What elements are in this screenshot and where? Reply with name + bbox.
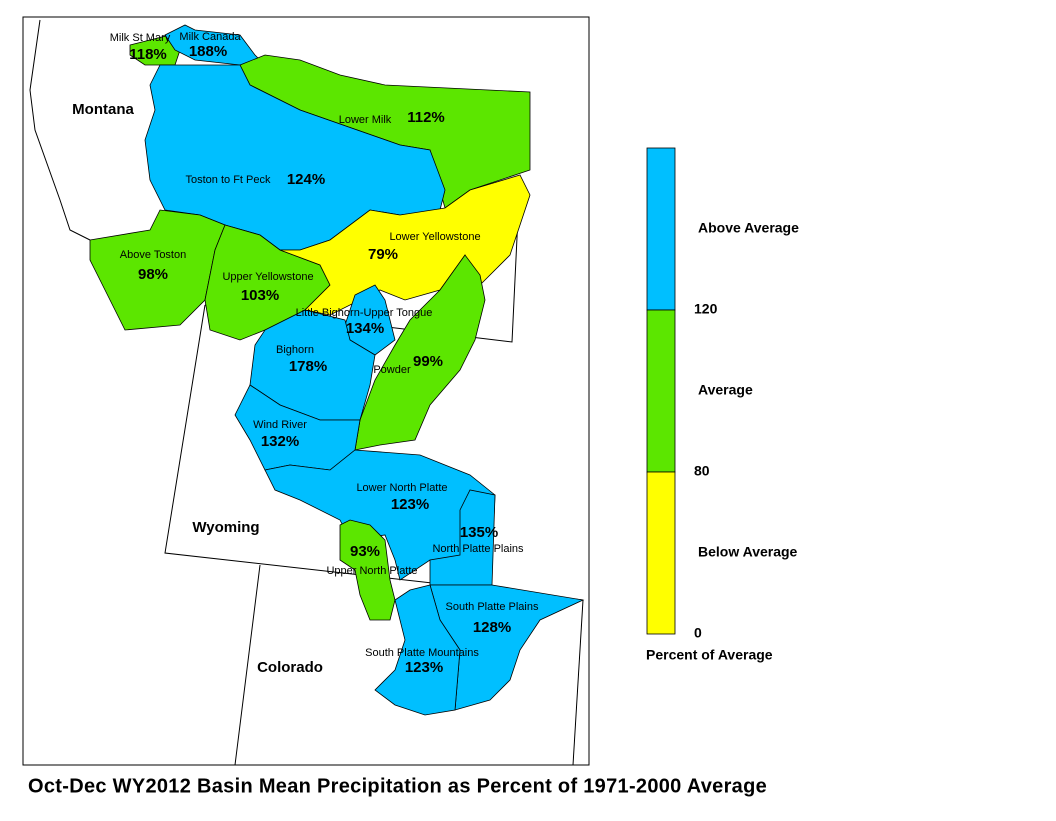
state-label: Wyoming	[192, 519, 259, 536]
basin-percent: 132%	[261, 433, 299, 450]
basin-percent: 99%	[413, 353, 443, 370]
basin-percent: 93%	[350, 543, 380, 560]
basin-percent: 124%	[287, 171, 325, 188]
basin-name: Toston to Ft Peck	[186, 174, 271, 186]
basin-percent: 123%	[391, 496, 429, 513]
basin	[354, 254, 486, 451]
basin-name: Bighorn	[276, 344, 314, 356]
basin-name: Upper Yellowstone	[222, 271, 313, 283]
basins	[89, 24, 585, 716]
colorado-west-boundary	[234, 564, 261, 766]
basin-percent: 103%	[241, 287, 279, 304]
basin-percent: 123%	[405, 659, 443, 676]
legend-swatch	[646, 309, 676, 473]
basin-percent: 79%	[368, 246, 398, 263]
basin-name: South Platte Plains	[446, 601, 539, 613]
basin-percent: 134%	[346, 320, 384, 337]
basin-name: Milk Canada	[179, 31, 241, 43]
basin	[374, 584, 461, 716]
legend-label: Above Average	[698, 220, 799, 236]
basin-name: Above Toston	[120, 249, 186, 261]
basin-name: Little Bighorn-Upper Tongue	[296, 307, 433, 319]
legend-title: Percent of Average	[646, 647, 773, 663]
basin-name: Lower Yellowstone	[389, 231, 480, 243]
colorado-east-boundary	[572, 599, 584, 766]
basin-percent: 188%	[189, 43, 227, 60]
basin-percent: 112%	[407, 109, 445, 126]
basin	[339, 519, 396, 621]
legend-label: Average	[698, 382, 753, 398]
montana-west-boundary	[29, 19, 91, 241]
legend-break: 120	[694, 301, 718, 317]
basin-name: Lower North Platte	[356, 482, 447, 494]
legend-swatch	[646, 471, 676, 635]
legend-swatch	[646, 147, 676, 311]
basin-name: South Platte Mountains	[365, 647, 479, 659]
legend: Above Average Average Below Average 120 80 0 P…	[646, 147, 799, 663]
basin-name: North Platte Plains	[432, 543, 524, 555]
basin	[279, 174, 531, 316]
basin-percent: 178%	[289, 358, 327, 375]
basin-name: Powder	[373, 364, 411, 376]
basin-percent: 128%	[473, 619, 511, 636]
basin-name: Wind River	[253, 419, 307, 431]
legend-label: Below Average	[698, 544, 798, 560]
state-label: Colorado	[257, 659, 323, 676]
legend-break: 80	[694, 463, 710, 479]
basin-percent: 135%	[460, 524, 498, 541]
basin-name: Lower Milk	[339, 114, 392, 126]
legend-break: 0	[694, 625, 702, 641]
basin-percent: 118%	[129, 46, 167, 63]
basin-name: Milk St Mary	[110, 32, 171, 44]
state-label: Montana	[72, 101, 134, 118]
map-title: Oct-Dec WY2012 Basin Mean Precipitation …	[28, 775, 767, 797]
basin-name: Upper North Platte	[326, 565, 417, 577]
basin-percent: 98%	[138, 266, 168, 283]
